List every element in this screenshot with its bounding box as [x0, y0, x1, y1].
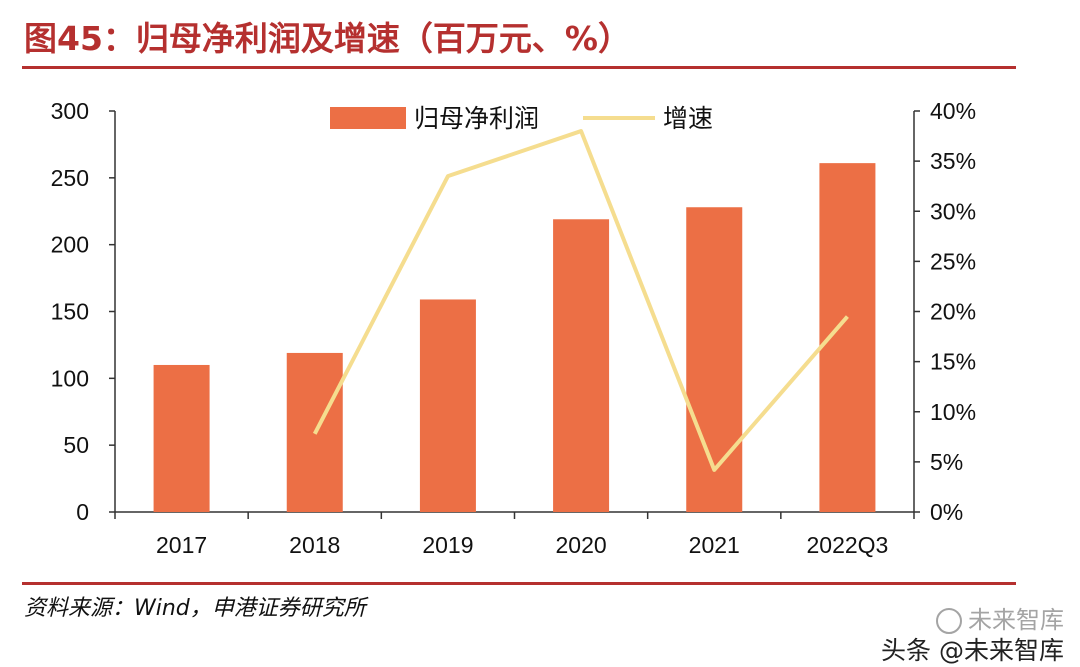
bar: [419, 299, 476, 512]
watermark: 未来智库 头条 @未来智库: [881, 600, 1064, 667]
left-tick-label: 200: [51, 232, 89, 258]
legend-label-line: 增速: [663, 104, 713, 133]
right-tick-label: 15%: [930, 349, 976, 375]
x-tick-label: 2018: [289, 532, 340, 558]
legend-swatch-bar: [330, 107, 406, 129]
chart-title: 图45：归母净利润及增速（百万元、%）: [24, 19, 631, 58]
right-tick-label: 40%: [930, 98, 976, 124]
x-tick-label: 2022Q3: [806, 532, 888, 558]
left-tick-label: 300: [51, 98, 89, 124]
right-tick-label: 35%: [930, 148, 976, 174]
bar: [553, 219, 610, 512]
legend-label-bar: 归母净利润: [414, 104, 539, 133]
source-note: 资料来源：Wind，申港证券研究所: [24, 596, 366, 621]
chart-canvas: 0 50 100 150 200 250 300 0% 5% 10% 15% 20% 25% 30% 35%…: [51, 98, 976, 558]
x-tick-label: 2020: [555, 532, 606, 558]
right-tick-label: 10%: [930, 399, 976, 425]
right-tick-label: 30%: [930, 198, 976, 224]
x-tick-label: 2017: [156, 532, 207, 558]
source-rule: [22, 582, 1016, 585]
right-tick-label: 5%: [930, 449, 963, 475]
wechat-icon: [936, 608, 962, 634]
left-tick-label: 100: [51, 365, 89, 391]
right-tick-label: 25%: [930, 248, 976, 274]
watermark-bottom: 头条 @未来智库: [881, 636, 1064, 665]
left-tick-label: 250: [51, 165, 89, 191]
growth-line: [312, 129, 849, 472]
x-tick-label: 2021: [689, 532, 740, 558]
bar: [686, 207, 743, 513]
right-tick-label: 20%: [930, 299, 976, 325]
watermark-top-text: 未来智库: [968, 606, 1064, 634]
left-tick-label: 0: [76, 499, 89, 525]
watermark-top: 未来智库: [881, 600, 1064, 635]
left-tick-label: 50: [63, 432, 89, 458]
right-tick-label: 0%: [930, 499, 963, 525]
x-tick-label: 2019: [422, 532, 473, 558]
bar: [153, 364, 210, 512]
left-tick-label: 150: [51, 299, 89, 325]
title-rule: [22, 66, 1016, 69]
